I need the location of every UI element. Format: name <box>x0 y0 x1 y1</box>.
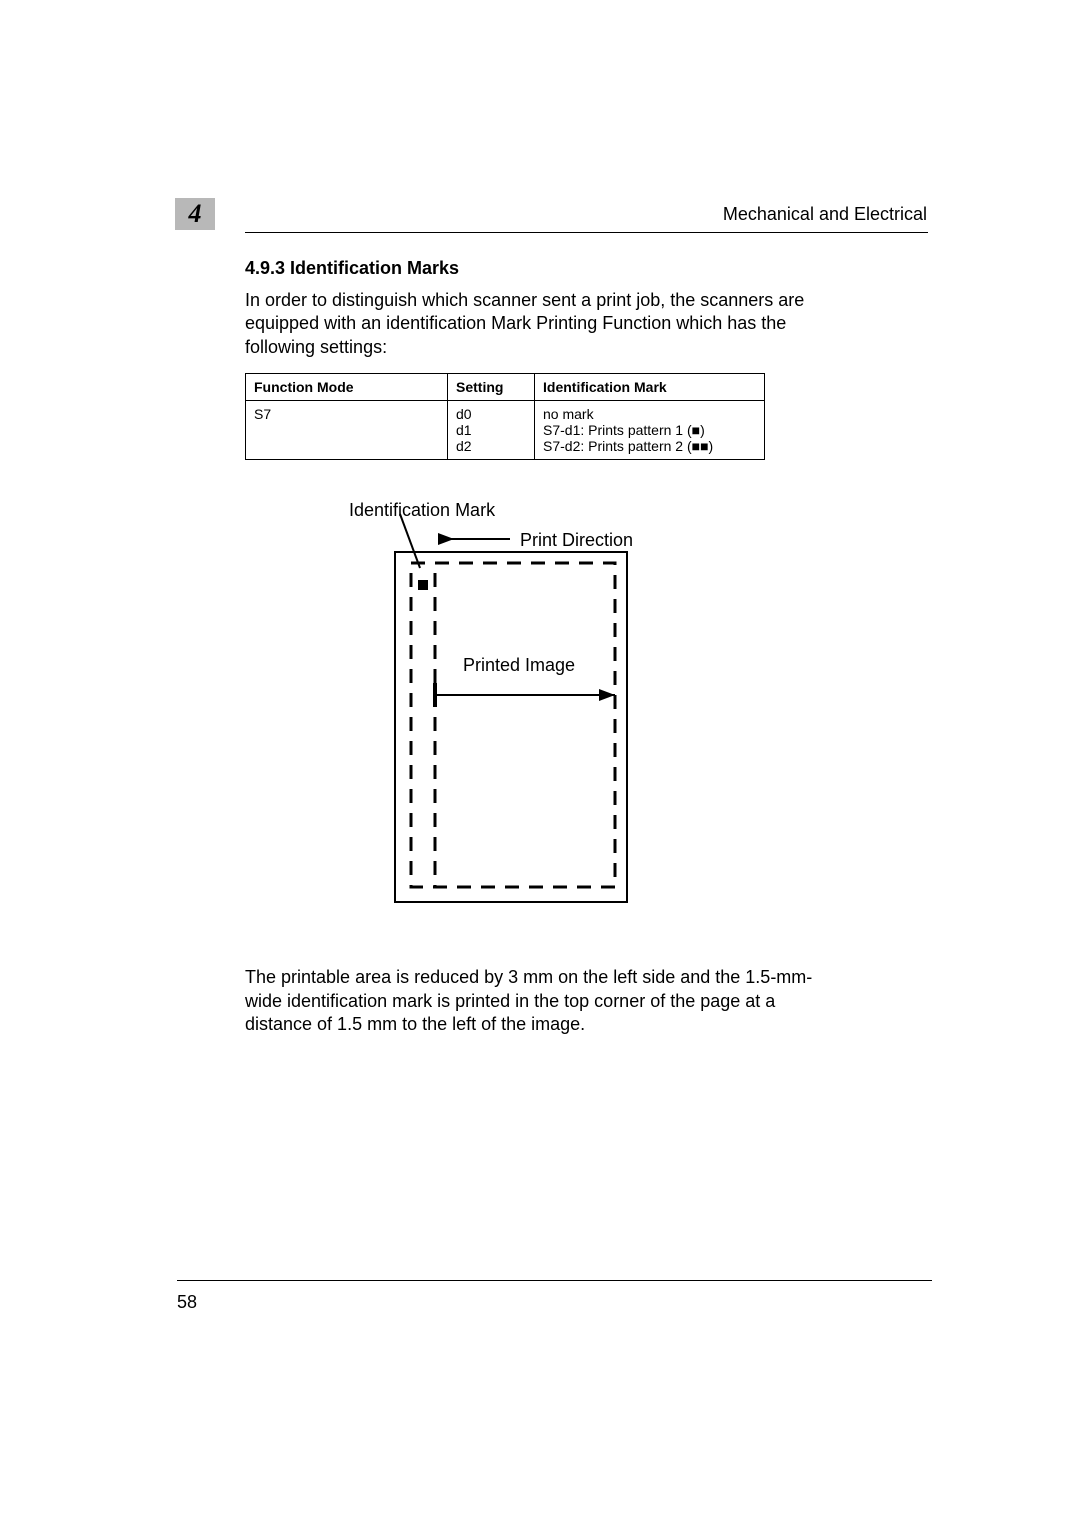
th-setting: Setting <box>448 374 535 401</box>
idmark-val: no mark <box>543 406 756 422</box>
idmark-val: S7-d1: Prints pattern 1 (■) <box>543 422 756 438</box>
page-header: 4 Mechanical and Electrical <box>175 204 935 244</box>
th-id-mark: Identification Mark <box>535 374 765 401</box>
table-header-row: Function Mode Setting Identification Mar… <box>246 374 765 401</box>
setting-val: d1 <box>456 422 526 438</box>
intro-paragraph: In order to distinguish which scanner se… <box>245 289 835 359</box>
content-area: 4.9.3 Identification Marks In order to d… <box>245 258 835 1050</box>
chapter-number: 4 <box>189 199 202 229</box>
id-mark-rect <box>418 580 428 590</box>
cell-id-mark: no mark S7-d1: Prints pattern 1 (■) S7-d… <box>535 401 765 460</box>
image-dashed-rect <box>435 563 615 887</box>
chapter-number-box: 4 <box>175 198 215 230</box>
header-rule <box>245 232 928 233</box>
pointer-line <box>400 514 420 568</box>
footer-rule <box>177 1280 932 1281</box>
section-heading: 4.9.3 Identification Marks <box>245 258 835 279</box>
cell-function-mode: S7 <box>246 401 448 460</box>
idmark-val: S7-d2: Prints pattern 2 (■■) <box>543 438 756 454</box>
diagram-svg <box>245 500 665 920</box>
identification-diagram: Identification Mark Print Direction Prin… <box>245 500 835 920</box>
inner-dashed-rect <box>411 563 615 887</box>
page-number: 58 <box>177 1292 197 1313</box>
closing-paragraph: The printable area is reduced by 3 mm on… <box>245 966 835 1036</box>
header-title: Mechanical and Electrical <box>723 204 927 225</box>
outer-page-rect <box>395 552 627 902</box>
setting-val: d2 <box>456 438 526 454</box>
table-row: S7 d0 d1 d2 no mark S7-d1: Prints patter… <box>246 401 765 460</box>
cell-setting: d0 d1 d2 <box>448 401 535 460</box>
th-function-mode: Function Mode <box>246 374 448 401</box>
settings-table: Function Mode Setting Identification Mar… <box>245 373 765 460</box>
document-page: 4 Mechanical and Electrical 4.9.3 Identi… <box>0 0 1080 1528</box>
setting-val: d0 <box>456 406 526 422</box>
